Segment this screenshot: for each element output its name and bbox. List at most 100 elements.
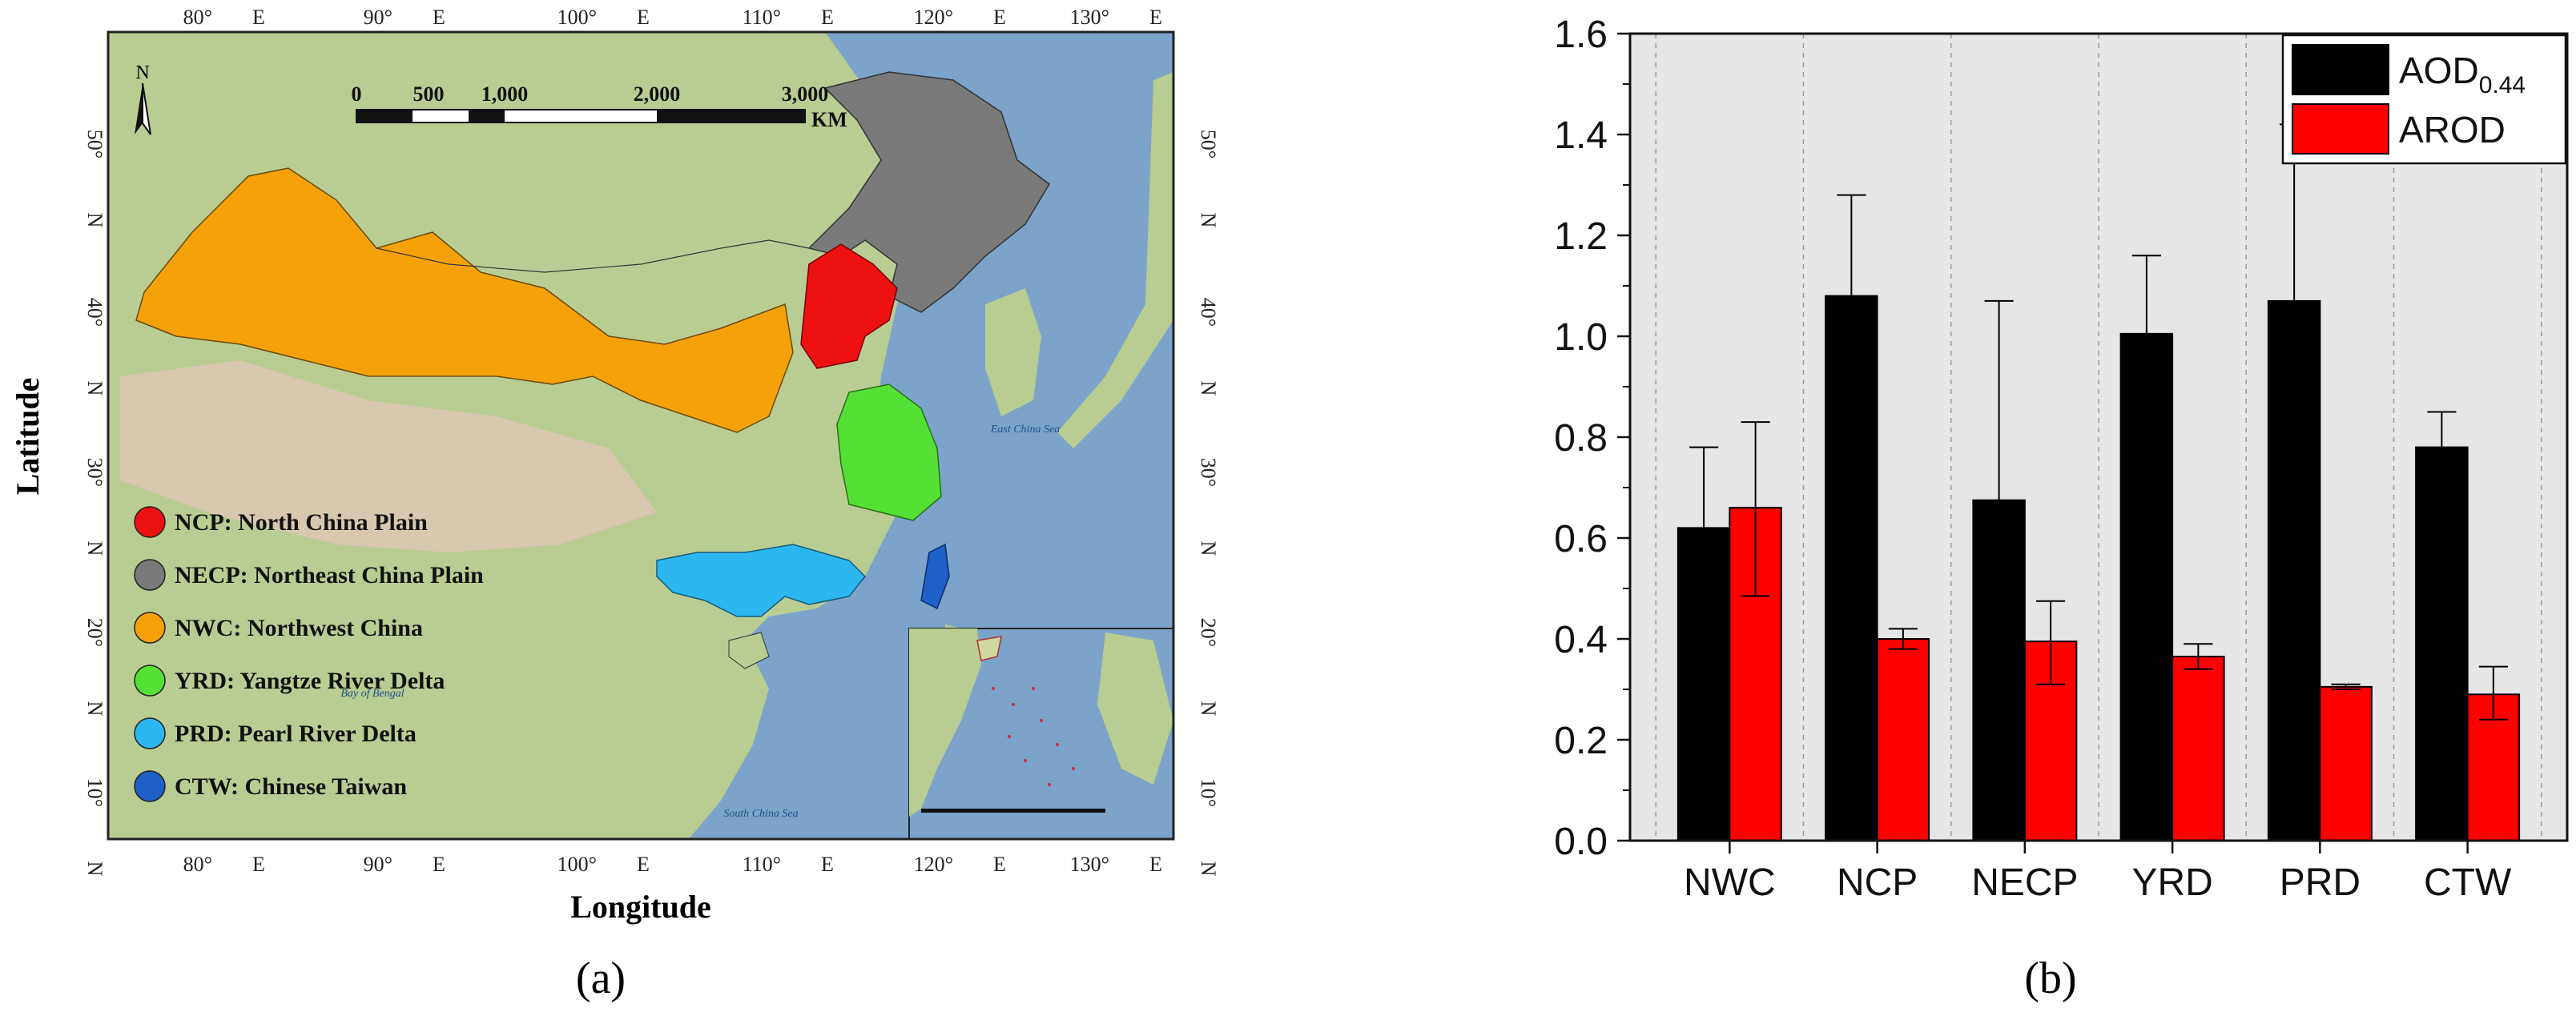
plateau [120, 360, 657, 552]
lon-tick-top-1: 90° [364, 6, 392, 29]
lon-tick-top-3: 110° [743, 6, 781, 29]
y-tick-label-1: 0.2 [1554, 720, 1608, 762]
x-tick-label-ctw: CTW [2424, 861, 2512, 904]
lat-tick-right-4: 10° [1197, 778, 1220, 807]
legend-swatch-2 [134, 612, 166, 644]
lat-tick-left-2: 30° [83, 458, 107, 487]
y-tick-label-3: 0.6 [1554, 518, 1608, 560]
sea-label-bay-of-bengal: Bay of Bengal [340, 688, 404, 700]
lon-suffix-bottom-2: E [637, 853, 650, 876]
lat-suffix-right-2: N [1197, 541, 1220, 556]
lon-tick-top-2: 100° [557, 6, 597, 29]
lat-suffix-left-2: N [83, 541, 107, 556]
lon-suffix-bottom-0: E [252, 853, 265, 876]
legend-swatch-arod [2292, 103, 2389, 155]
lon-suffix-top-4: E [993, 6, 1006, 29]
x-tick-label-nwc: NWC [1684, 861, 1776, 904]
lon-suffix-top-0: E [252, 6, 265, 29]
lat-suffix-right-4: N [1197, 861, 1220, 877]
lat-suffix-left-1: N [83, 381, 107, 396]
lat-tick-right-1: 40° [1197, 298, 1220, 327]
bar-arod-yrd [2171, 656, 2225, 841]
sea-label-south-china-sea: South China Sea [723, 808, 798, 820]
lon-suffix-top-3: E [821, 6, 834, 29]
bar-aod044-nwc [1676, 527, 1731, 842]
lat-tick-right-0: 50° [1197, 130, 1220, 159]
map-area: East China Sea Bay of Bengal South China… [108, 32, 1173, 839]
legend-swatch-4 [134, 717, 166, 749]
lat-suffix-left-0: N [83, 213, 107, 228]
lon-tick-bottom-2: 100° [557, 853, 597, 876]
lon-tick-top-5: 130° [1070, 6, 1109, 29]
x-tick-label-ncp: NCP [1837, 861, 1918, 904]
y-tick-label-2: 0.4 [1554, 619, 1608, 661]
lat-tick-right-2: 30° [1197, 458, 1220, 487]
bar-aod044-prd [2267, 299, 2321, 841]
lon-suffix-bottom-4: E [993, 853, 1006, 876]
scale-label-0: 0 [352, 82, 362, 106]
y-tick-label-7: 1.4 [1554, 114, 1608, 157]
legend-label-2: NWC: Northwest China [175, 615, 423, 641]
lat-tick-right-3: 20° [1197, 618, 1220, 647]
bar-arod-ctw [2466, 693, 2521, 841]
bars [1676, 295, 2521, 842]
x-tick-label-prd: PRD [2280, 861, 2361, 904]
bar-aod044-necp [1972, 499, 2026, 841]
legend-swatch-1 [134, 559, 166, 591]
scale-unit: KM [811, 108, 847, 131]
region-necp [807, 71, 1050, 313]
bar-aod044-ncp [1825, 295, 1878, 842]
korea-peninsula [985, 288, 1041, 416]
bar-arod-prd [2319, 685, 2373, 841]
y-tick-label-4: 0.8 [1554, 417, 1608, 460]
north-arrow-icon [135, 82, 151, 135]
panel-label-b: (b) [2024, 954, 2076, 1003]
legend-label-4: PRD: Pearl River Delta [175, 721, 417, 747]
lon-suffix-top-2: E [637, 6, 650, 29]
lat-tick-left-0: 50° [83, 130, 107, 159]
lon-tick-bottom-0: 80° [183, 853, 212, 876]
lon-suffix-bottom-1: E [433, 853, 445, 876]
lon-tick-bottom-4: 120° [914, 853, 953, 876]
scale-label-500: 500 [413, 82, 445, 106]
legend-swatch-3 [134, 665, 166, 697]
region-prd [656, 544, 867, 617]
lon-suffix-bottom-3: E [821, 853, 834, 876]
japan [1057, 72, 1173, 448]
legend-label-aod044: AOD0.44 [2399, 50, 2526, 98]
scale-label-2000: 2,000 [634, 82, 681, 106]
y-tick-label-8: 1.6 [1554, 14, 1608, 56]
y-tick-label-0: 0.0 [1554, 821, 1608, 863]
bar-aod044-yrd [2119, 332, 2174, 842]
legend-swatch-0 [134, 506, 166, 538]
lon-tick-top-4: 120° [914, 6, 953, 29]
y-tick-label-5: 1.0 [1554, 316, 1608, 359]
x-tick-label-yrd: YRD [2131, 861, 2212, 904]
lat-suffix-left-3: N [83, 701, 107, 717]
map-xlabel: Longitude [570, 889, 711, 925]
legend-label-0: NCP: North China Plain [175, 509, 428, 536]
region-ncp [800, 243, 898, 369]
legend-label-1: NECP: Northeast China Plain [175, 562, 484, 588]
lat-suffix-left-4: N [83, 861, 107, 877]
lon-suffix-bottom-5: E [1149, 853, 1162, 876]
map-panel: East China Sea Bay of Bengal South China… [0, 0, 1250, 1016]
lat-tick-left-3: 20° [83, 618, 107, 647]
legend-label-3: YRD: Yangtze River Delta [175, 668, 445, 694]
hainan-island [728, 632, 770, 669]
north-label: N [135, 62, 149, 83]
sea-label-east-china-sea: East China Sea [990, 424, 1060, 436]
x-axis: NWC NCP NECP YRD PRD CTW [1684, 841, 2512, 904]
grid-lines [1655, 34, 2542, 841]
bar-chart: 0.0 0.2 0.4 0.6 0.8 1.0 1.2 1.4 1.6 NWC NCP NECP YR… [1554, 14, 2569, 1003]
lat-tick-left-1: 40° [83, 298, 107, 327]
map-frame [107, 30, 1175, 841]
lon-suffix-top-5: E [1149, 6, 1162, 29]
lon-suffix-top-1: E [433, 6, 445, 29]
legend-label-5: CTW: Chinese Taiwan [175, 773, 407, 800]
legend-swatch-5 [134, 770, 166, 802]
scale-bar [356, 109, 806, 123]
x-tick-label-necp: NECP [1971, 861, 2078, 904]
chart-legend: AOD0.44 AROD [2281, 34, 2567, 165]
lon-tick-top-0: 80° [183, 6, 212, 29]
